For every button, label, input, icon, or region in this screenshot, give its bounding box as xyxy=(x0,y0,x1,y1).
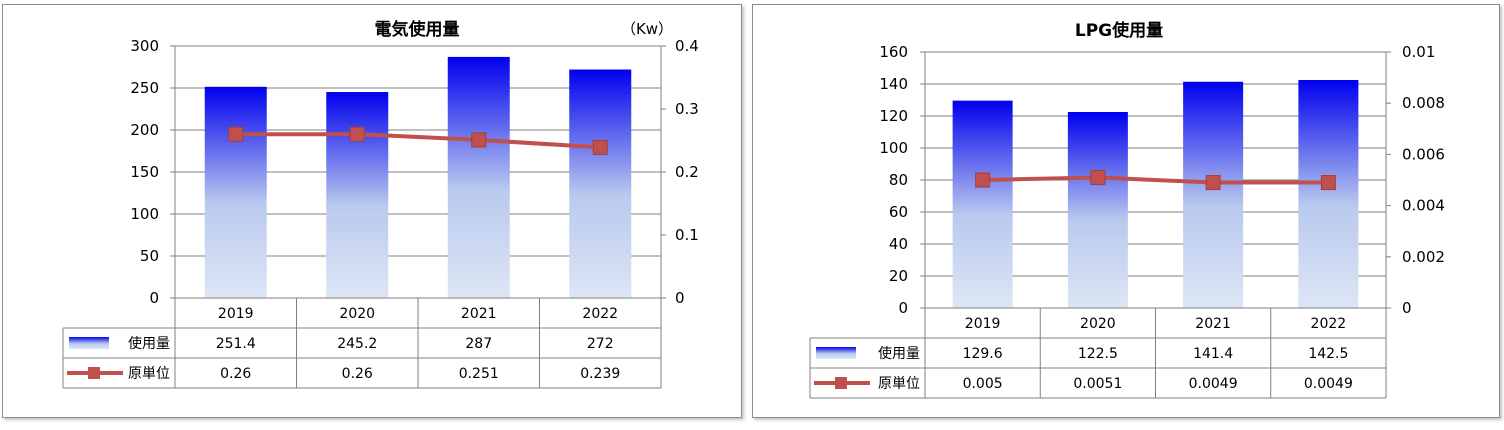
lpg-right-tick-label: 0.002 xyxy=(1402,248,1445,266)
electricity-right-tick-label: 0.2 xyxy=(675,163,699,181)
electricity-left-tick-label: 100 xyxy=(130,205,159,223)
electricity-right-tick-label: 0.4 xyxy=(675,37,699,55)
lpg-legend-line-marker xyxy=(835,377,847,389)
lpg-right-tick-label: 0.004 xyxy=(1402,197,1445,215)
electricity-left-tick-label: 50 xyxy=(140,247,159,265)
electricity-line-value-cell: 0.239 xyxy=(580,366,620,382)
electricity-legend-bar-name: 使用量 xyxy=(128,335,170,352)
electricity-legend-line-name: 原単位 xyxy=(128,366,170,382)
lpg-bar-value-cell: 129.6 xyxy=(963,346,1003,362)
electricity-category-label: 2020 xyxy=(339,306,375,322)
lpg-bar xyxy=(1183,81,1244,308)
lpg-bar-value-cell: 122.5 xyxy=(1078,346,1118,362)
electricity-bar-value-cell: 251.4 xyxy=(216,336,256,352)
lpg-left-tick-label: 120 xyxy=(879,107,908,125)
electricity-line-value-cell: 0.251 xyxy=(459,366,499,382)
lpg-left-tick-label: 100 xyxy=(879,139,908,157)
lpg-line-value-cell: 0.0049 xyxy=(1304,376,1353,392)
electricity-chart-panel: 電気使用量 （Kw） 0 50 100 150 200 250 300 0 0.1 0.2 0.3 0.4… xyxy=(2,4,742,418)
lpg-legend-line-name: 原単位 xyxy=(878,376,920,392)
lpg-left-tick-label: 80 xyxy=(889,171,908,189)
electricity-bar-value-cell: 272 xyxy=(587,336,614,352)
electricity-category-label: 2019 xyxy=(218,306,254,322)
lpg-line-value-cell: 0.0051 xyxy=(1073,376,1122,392)
lpg-chart: LPG使用量 0 20 40 60 80 100 120 140 160 0 0.002 0.004 0.… xyxy=(809,20,1445,399)
lpg-bar-value-cell: 142.5 xyxy=(1308,346,1348,362)
lpg-left-tick-label: 140 xyxy=(879,75,908,93)
electricity-legend-line-marker xyxy=(88,367,100,379)
lpg-category-label: 2020 xyxy=(1080,316,1116,332)
lpg-left-tick-label: 0 xyxy=(898,299,908,317)
electricity-category-label: 2022 xyxy=(582,306,618,322)
electricity-line-point xyxy=(592,139,608,155)
lpg-legend-bar-name: 使用量 xyxy=(878,345,920,362)
electricity-line-series xyxy=(235,132,601,150)
electricity-line-point xyxy=(471,132,487,148)
electricity-chart: 電気使用量 （Kw） 0 50 100 150 200 250 300 0 0.1 0.2 0.3 0.4… xyxy=(62,19,699,389)
lpg-line-value-cell: 0.0049 xyxy=(1189,376,1238,392)
lpg-left-tick-label: 40 xyxy=(889,235,908,253)
electricity-bar xyxy=(569,69,632,299)
electricity-right-axis-unit: （Kw） xyxy=(621,20,673,38)
electricity-left-tick-label: 300 xyxy=(130,37,159,55)
electricity-bar xyxy=(447,56,510,298)
lpg-category-label: 2021 xyxy=(1195,316,1231,332)
lpg-line-point xyxy=(975,172,991,188)
electricity-bar xyxy=(326,92,389,298)
lpg-line-point xyxy=(1205,175,1221,191)
electricity-right-tick-label: 0.1 xyxy=(675,226,699,244)
electricity-left-tick-label: 200 xyxy=(130,121,159,139)
lpg-left-tick-label: 20 xyxy=(889,267,908,285)
electricity-category-label: 2021 xyxy=(461,306,497,322)
electricity-chart-title: 電気使用量 xyxy=(375,19,460,40)
electricity-bar-value-cell: 287 xyxy=(465,336,492,352)
electricity-line-point xyxy=(349,126,365,142)
lpg-bar xyxy=(952,100,1013,308)
electricity-left-tick-label: 150 xyxy=(130,163,159,181)
lpg-chart-title: LPG使用量 xyxy=(1075,20,1163,41)
electricity-bar xyxy=(204,86,267,298)
lpg-bar xyxy=(1067,112,1128,308)
lpg-line-point xyxy=(1320,175,1336,191)
lpg-category-label: 2019 xyxy=(965,316,1001,332)
lpg-line-value-cell: 0.005 xyxy=(963,376,1003,392)
lpg-bar xyxy=(1298,80,1359,308)
lpg-right-tick-label: 0.008 xyxy=(1402,94,1445,112)
lpg-line-point xyxy=(1090,169,1106,185)
lpg-left-tick-label: 60 xyxy=(889,203,908,221)
lpg-right-tick-label: 0 xyxy=(1402,299,1412,317)
electricity-bar-value-cell: 245.2 xyxy=(337,336,377,352)
lpg-right-tick-label: 0.006 xyxy=(1402,145,1445,163)
electricity-line-value-cell: 0.26 xyxy=(220,366,251,382)
lpg-line-series xyxy=(982,175,1329,185)
lpg-legend-bar-key xyxy=(816,347,856,359)
lpg-left-tick-label: 160 xyxy=(879,43,908,61)
electricity-line-value-cell: 0.26 xyxy=(342,366,373,382)
lpg-right-tick-label: 0.01 xyxy=(1402,43,1435,61)
electricity-right-tick-label: 0.3 xyxy=(675,100,699,118)
electricity-right-tick-label: 0 xyxy=(675,289,685,307)
electricity-left-tick-label: 0 xyxy=(149,289,159,307)
electricity-line-point xyxy=(228,126,244,142)
electricity-left-tick-label: 250 xyxy=(130,79,159,97)
lpg-category-label: 2022 xyxy=(1311,316,1347,332)
lpg-chart-panel: LPG使用量 0 20 40 60 80 100 120 140 160 0 0.002 0.004 0.… xyxy=(752,4,1500,418)
lpg-bar-value-cell: 141.4 xyxy=(1193,346,1233,362)
electricity-legend-bar-key xyxy=(69,337,109,349)
